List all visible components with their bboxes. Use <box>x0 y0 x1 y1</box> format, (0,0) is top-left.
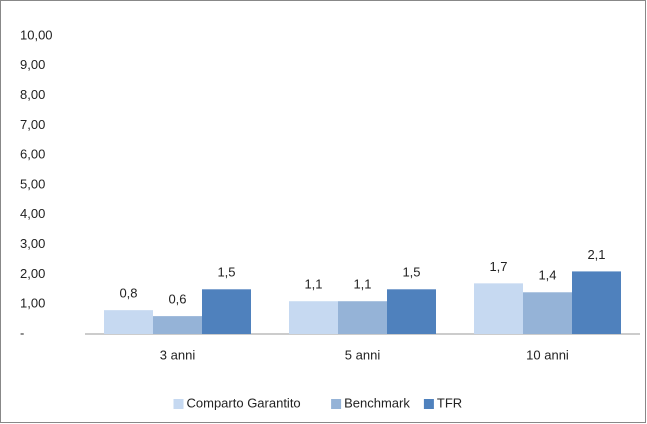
data-label: 1,5 <box>402 265 420 280</box>
data-label: 1,5 <box>217 265 235 280</box>
bar <box>523 292 572 334</box>
bar <box>474 283 523 334</box>
legend-swatch <box>173 399 184 409</box>
bar <box>572 271 621 334</box>
data-label: 1,4 <box>538 268 556 283</box>
bar <box>289 301 338 334</box>
data-label: 0,8 <box>119 286 137 301</box>
y-tick-label: 2,00 <box>20 266 45 281</box>
x-tick-label: 10 anni <box>526 347 569 362</box>
legend-swatch <box>423 399 434 409</box>
data-label: 2,1 <box>587 247 605 262</box>
data-label: 1,7 <box>489 259 507 274</box>
y-tick-label: 1,00 <box>20 296 45 311</box>
y-tick-label: 3,00 <box>20 236 45 251</box>
data-label: 1,1 <box>304 277 322 292</box>
y-tick-label: 10,00 <box>20 27 53 42</box>
x-tick-label: 5 anni <box>345 347 381 362</box>
legend-label: TFR <box>437 395 462 410</box>
y-tick-label: - <box>20 325 24 340</box>
y-tick-label: 4,00 <box>20 206 45 221</box>
bar <box>104 310 153 334</box>
data-label: 0,6 <box>168 292 186 307</box>
bar <box>153 316 202 334</box>
bar <box>202 289 251 334</box>
legend-label: Benchmark <box>344 395 410 410</box>
bar <box>387 289 436 334</box>
data-label: 1,1 <box>353 277 371 292</box>
bar <box>338 301 387 334</box>
y-tick-label: 6,00 <box>20 147 45 162</box>
legend-label: Comparto Garantito <box>187 395 301 410</box>
y-tick-label: 8,00 <box>20 87 45 102</box>
y-tick-label: 7,00 <box>20 117 45 132</box>
y-tick-label: 9,00 <box>20 57 45 72</box>
x-tick-label: 3 anni <box>160 347 196 362</box>
y-tick-label: 5,00 <box>20 176 45 191</box>
legend-swatch <box>331 399 342 409</box>
